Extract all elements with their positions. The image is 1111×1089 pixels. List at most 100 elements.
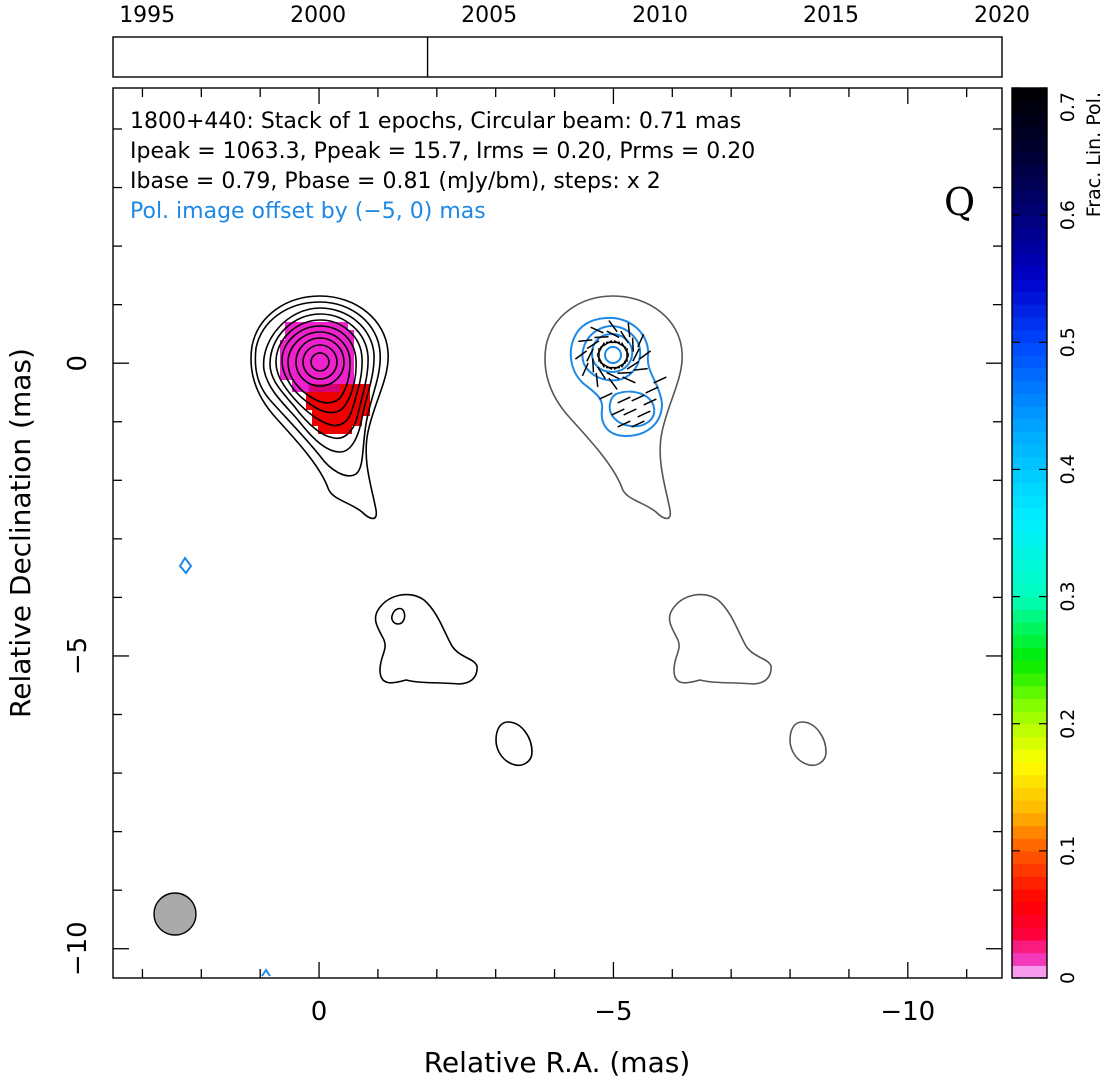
evpa-tick <box>620 342 630 356</box>
colorbar-band <box>1012 787 1047 801</box>
colorbar-band <box>1012 914 1047 928</box>
colorbar-band <box>1012 253 1047 267</box>
colorbar-band <box>1012 723 1047 738</box>
evpa-tick <box>617 396 631 404</box>
evpa-ticks <box>574 320 667 428</box>
evpa-tick <box>595 372 599 387</box>
evpa-tick <box>626 360 640 370</box>
stokes-label: Q <box>944 180 975 224</box>
header-line-1: 1800+440: Stack of 1 epochs, Circular be… <box>130 109 741 134</box>
colorbar-tick-label: 0.5 <box>1057 327 1079 357</box>
contour-10 <box>310 352 330 372</box>
colorbar-tick-label: 0.6 <box>1057 200 1079 230</box>
colorbar-band <box>1012 647 1047 661</box>
colorbar-tick-label: 0 <box>1057 972 1079 984</box>
knot-1-inner <box>391 607 406 625</box>
colorbar-band <box>1012 698 1047 712</box>
header-line-3: Ibase = 0.79, Pbase = 0.81 (mJy/bm), ste… <box>130 169 661 194</box>
evpa-tick <box>574 350 588 360</box>
colorbar-band <box>1012 571 1047 585</box>
pol-contour-jet <box>608 390 656 428</box>
evpa-tick <box>620 330 629 344</box>
colorbar-band <box>1012 736 1047 750</box>
colorbar-band <box>1012 355 1047 369</box>
contour-4 <box>269 313 369 440</box>
evpa-tick <box>643 398 657 406</box>
colorbar-band <box>1012 634 1047 649</box>
colorbar-band <box>1012 952 1047 966</box>
evpa-tick <box>608 320 618 333</box>
contour-outer <box>250 295 389 520</box>
pol-spurious-contour <box>178 556 193 575</box>
x-axis-label: Relative R.A. (mas) <box>424 1046 691 1079</box>
colorbar-band <box>1012 609 1047 623</box>
colorbar-band <box>1012 444 1047 458</box>
colorbar-band <box>1012 418 1047 432</box>
y-tick-label: −10 <box>63 921 93 976</box>
evpa-tick <box>631 394 645 402</box>
colorbar-band <box>1012 380 1047 394</box>
colorbar-band <box>1012 863 1047 877</box>
colorbar-band <box>1012 126 1047 140</box>
colorbar-band <box>1012 545 1047 560</box>
colorbar-tick-label: 0.1 <box>1057 836 1079 866</box>
colorbar-band <box>1012 850 1047 865</box>
pol-knot-1-contour <box>668 593 772 685</box>
colorbar-band <box>1012 278 1047 293</box>
timeline-year-label: 2020 <box>974 3 1030 28</box>
contour-7 <box>287 331 351 404</box>
beam <box>153 892 197 936</box>
colorbar-tick-label: 0.3 <box>1057 581 1079 611</box>
y-axis-label: Relative Declination (mas) <box>4 348 37 718</box>
colorbar-band <box>1012 291 1047 305</box>
y-tick-label: −5 <box>63 637 93 675</box>
x-tick-labels: 0 −5 −10 <box>311 997 935 1027</box>
evpa-tick <box>578 339 593 343</box>
timeline-year-label: 1995 <box>119 3 175 28</box>
pol-contour-1 <box>569 316 664 438</box>
evpa-tick <box>586 340 600 350</box>
evpa-tick <box>606 330 620 339</box>
colorbar-band <box>1012 622 1047 636</box>
colorbar-band <box>1012 533 1047 547</box>
evpa-tick <box>617 371 632 375</box>
colorbar-band <box>1012 494 1047 509</box>
evpa-tick <box>606 371 620 380</box>
evpa-tick <box>599 392 613 400</box>
colorbar-band <box>1012 304 1047 318</box>
header-line-2: Ipeak = 1063.3, Ppeak = 15.7, Irms = 0.2… <box>130 139 755 164</box>
colorbar-band <box>1012 774 1047 788</box>
epoch-timeline: 1995 2000 2005 2010 2015 2020 <box>112 3 1030 78</box>
colorbar-band <box>1012 761 1047 776</box>
timeline-year-label: 2005 <box>461 3 517 28</box>
pol-image-ipeak-contours <box>544 295 827 767</box>
colorbar-band <box>1012 215 1047 229</box>
evpa-tick <box>653 376 667 384</box>
colorbar-band <box>1012 100 1047 115</box>
evpa-tick <box>596 342 606 356</box>
pol-knot-2-contour <box>789 721 827 767</box>
colorbar-band <box>1012 151 1047 165</box>
colorbar-band <box>1012 660 1047 674</box>
map-content <box>153 295 827 977</box>
colorbar-band <box>1012 800 1047 814</box>
colorbar-band <box>1012 520 1047 534</box>
colorbar-band <box>1012 431 1047 445</box>
colorbar-band <box>1012 927 1047 941</box>
colorbar-band <box>1012 240 1047 254</box>
colorbar-band <box>1012 583 1047 598</box>
colorbar-label: Frac. Lin. Pol. <box>1083 92 1105 217</box>
contour-9 <box>302 344 338 380</box>
colorbar-band <box>1012 889 1047 903</box>
evpa-tick <box>597 366 606 380</box>
y-tick-labels: 0 −5 −10 <box>63 355 93 976</box>
colorbar-band <box>1012 825 1047 839</box>
timeline-year-label: 2000 <box>290 3 346 28</box>
colorbar-band <box>1012 507 1047 521</box>
colorbar-frame <box>1011 87 1048 979</box>
colorbar-band <box>1012 939 1047 954</box>
y-tick-label: 0 <box>63 355 93 372</box>
contour-6 <box>281 325 357 414</box>
contour-8 <box>295 337 345 387</box>
